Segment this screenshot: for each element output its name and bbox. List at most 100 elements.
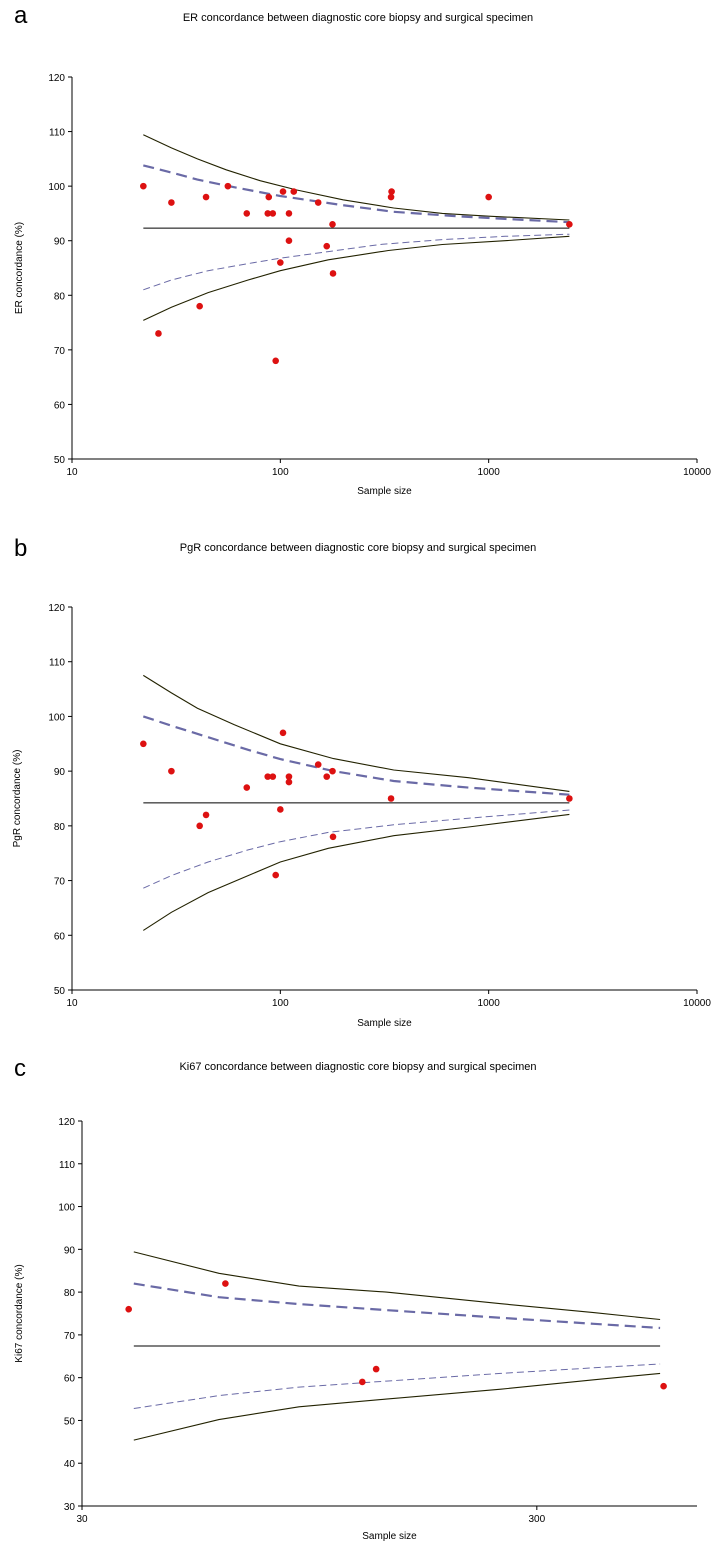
- data-point: [243, 784, 251, 791]
- y-tick-label: 90: [64, 1245, 76, 1256]
- data-point: [279, 188, 287, 195]
- pgr-concordance-chart: 50 60 70 80 90 100 110 120 10 100 1000 10000 Sample …: [12, 603, 711, 1029]
- data-point: [224, 182, 232, 190]
- upper-control-limit-line: [143, 674, 570, 792]
- upper-control-limit-line: [143, 134, 570, 221]
- data-point: [387, 795, 395, 802]
- chart-title-pgr: PgR concordance between diagnostic core …: [179, 542, 537, 554]
- data-point: [323, 242, 331, 250]
- lower-control-limit-line: [133, 1372, 661, 1441]
- lower-warning-limit-line: [143, 233, 570, 291]
- y-tick-label: 110: [49, 658, 65, 669]
- data-point: [277, 806, 284, 813]
- data-point: [264, 210, 272, 217]
- y-tick-label: 110: [49, 128, 65, 139]
- x-tick-label: 10000: [683, 998, 711, 1009]
- data-point: [329, 767, 336, 775]
- data-point: [196, 822, 203, 830]
- y-axis-label: ER concordance (%): [14, 222, 25, 314]
- data-point: [329, 270, 337, 277]
- data-point: [387, 193, 395, 201]
- chart-title-er: ER concordance between diagnostic core b…: [182, 12, 534, 24]
- y-tick-label: 120: [58, 1117, 75, 1128]
- data-point: [168, 767, 175, 775]
- panel-letter-c: c: [14, 1055, 26, 1082]
- data-point: [290, 188, 298, 195]
- er-concordance-chart: 50 60 70 80 90 100 110 120 10 100 1000 10000 Sample …: [14, 73, 711, 497]
- y-tick-label: 50: [64, 1416, 76, 1427]
- y-tick-label: 50: [54, 455, 66, 466]
- data-point: [243, 210, 251, 217]
- data-point: [285, 210, 293, 217]
- y-tick-label: 80: [64, 1288, 76, 1299]
- data-point: [279, 729, 287, 737]
- data-point: [314, 199, 322, 206]
- data-point: [269, 210, 277, 217]
- data-point: [140, 182, 147, 190]
- upper-warning-limit-line: [142, 715, 570, 796]
- data-point: [265, 193, 273, 201]
- data-point: [202, 811, 210, 819]
- lower-warning-limit-line: [143, 809, 570, 889]
- panel-letter-b: b: [14, 535, 28, 562]
- data-point: [285, 237, 293, 245]
- data-point: [566, 221, 573, 228]
- ki67-concordance-chart: 30 40 50 60 70 80 90 100 110 120 30 300 Sample size K…: [14, 1117, 697, 1542]
- lower-control-limit-line: [143, 813, 570, 931]
- y-tick-label: 100: [48, 182, 65, 193]
- data-point: [264, 773, 272, 780]
- chart-panel-ki67: c Ki67 concordance between diagnostic co…: [0, 1035, 716, 1547]
- data-point: [372, 1365, 380, 1373]
- data-point: [485, 193, 492, 201]
- data-point: [222, 1280, 229, 1287]
- y-axis-label: Ki67 concordance (%): [14, 1264, 25, 1362]
- y-tick-label: 120: [48, 603, 65, 614]
- chart-title-ki67: Ki67 concordance between diagnostic core…: [179, 1061, 537, 1073]
- lower-control-limit-line: [143, 235, 570, 321]
- y-tick-label: 80: [54, 291, 66, 302]
- x-tick-label: 1000: [478, 467, 501, 478]
- data-point: [285, 773, 293, 780]
- x-axis-label: Sample size: [357, 1018, 412, 1029]
- upper-warning-limit-line: [133, 1282, 661, 1330]
- data-point: [388, 188, 395, 195]
- y-tick-label: 100: [58, 1203, 75, 1214]
- x-axis-label: Sample size: [362, 1531, 417, 1542]
- upper-warning-limit-line: [143, 164, 570, 224]
- x-tick-label: 10: [66, 467, 78, 478]
- data-point: [323, 773, 331, 780]
- data-point: [660, 1382, 667, 1390]
- chart-panel-er: a ER concordance between diagnostic core…: [0, 0, 716, 515]
- data-point: [566, 795, 573, 802]
- upper-control-limit-line: [133, 1251, 661, 1321]
- data-point: [155, 330, 162, 337]
- y-tick-label: 110: [59, 1160, 75, 1171]
- y-tick-label: 120: [48, 73, 65, 84]
- data-point: [285, 778, 293, 786]
- panel-letter-a: a: [14, 2, 28, 29]
- data-point: [168, 199, 175, 206]
- y-tick-label: 60: [64, 1374, 76, 1385]
- lower-warning-limit-line: [133, 1363, 661, 1409]
- y-axis-label: PgR concordance (%): [12, 750, 23, 848]
- x-axis-label: Sample size: [357, 486, 412, 497]
- data-point: [125, 1305, 132, 1313]
- data-point: [196, 302, 203, 310]
- x-tick-label: 1000: [478, 998, 501, 1009]
- x-tick-label: 100: [272, 998, 289, 1009]
- x-tick-label: 100: [272, 467, 289, 478]
- data-point: [272, 871, 279, 879]
- x-tick-label: 30: [76, 1514, 88, 1525]
- data-point: [277, 259, 284, 266]
- y-tick-label: 30: [64, 1502, 76, 1513]
- y-tick-label: 70: [54, 877, 66, 888]
- y-tick-label: 70: [64, 1331, 76, 1342]
- y-tick-label: 70: [54, 346, 66, 357]
- x-tick-label: 10000: [683, 467, 711, 478]
- data-point: [314, 761, 322, 768]
- x-tick-label: 300: [528, 1514, 545, 1525]
- y-tick-label: 80: [54, 822, 66, 833]
- y-tick-label: 60: [54, 931, 66, 942]
- y-tick-label: 40: [64, 1459, 76, 1470]
- data-point: [329, 221, 336, 228]
